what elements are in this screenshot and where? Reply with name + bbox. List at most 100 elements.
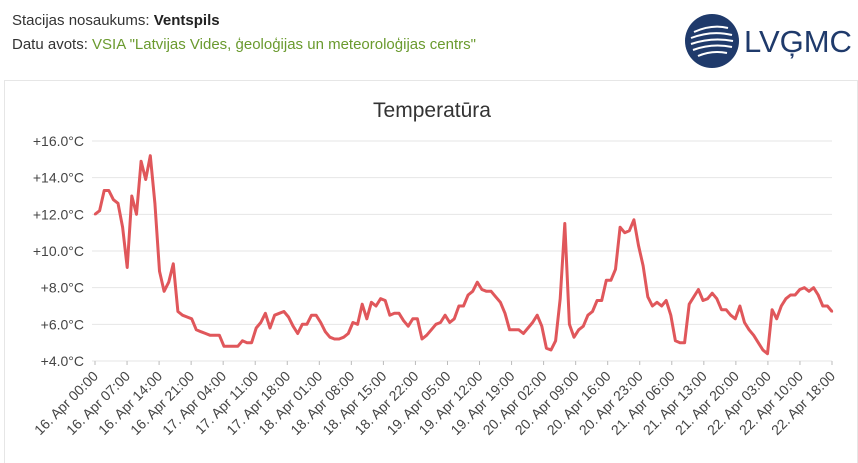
data-point[interactable] (241, 339, 244, 342)
data-point[interactable] (637, 244, 640, 247)
data-point[interactable] (752, 334, 755, 337)
data-point[interactable] (185, 315, 189, 319)
data-point[interactable] (333, 337, 336, 341)
data-point[interactable] (218, 334, 221, 337)
data-point[interactable] (232, 345, 235, 348)
data-point[interactable] (236, 345, 239, 348)
data-point[interactable] (595, 299, 599, 302)
data-point[interactable] (784, 297, 788, 300)
data-point[interactable] (651, 304, 654, 308)
data-point[interactable] (798, 288, 801, 291)
data-point[interactable] (411, 317, 414, 320)
data-point[interactable] (821, 304, 824, 308)
data-point[interactable] (301, 323, 304, 326)
data-point[interactable] (734, 317, 737, 320)
data-point[interactable] (153, 202, 157, 205)
data-point[interactable] (314, 314, 318, 317)
data-point[interactable] (149, 154, 152, 157)
data-point[interactable] (93, 213, 97, 216)
data-point[interactable] (826, 304, 829, 308)
data-point[interactable] (591, 310, 594, 313)
data-point[interactable] (103, 189, 106, 192)
data-point[interactable] (126, 266, 129, 269)
data-point[interactable] (273, 314, 276, 317)
data-point[interactable] (775, 317, 778, 320)
data-point[interactable] (605, 279, 608, 282)
data-point[interactable] (370, 301, 373, 304)
data-point[interactable] (476, 281, 479, 284)
data-point[interactable] (407, 325, 410, 328)
data-point[interactable] (268, 326, 272, 330)
data-point[interactable] (582, 325, 585, 328)
data-point[interactable] (761, 348, 765, 352)
data-point[interactable] (245, 341, 249, 344)
data-point[interactable] (706, 297, 709, 300)
data-point[interactable] (434, 323, 438, 326)
data-point[interactable] (513, 328, 516, 331)
data-point[interactable] (291, 325, 295, 328)
data-point[interactable] (480, 288, 484, 291)
data-point[interactable] (172, 262, 175, 265)
data-point[interactable] (384, 299, 387, 302)
data-point[interactable] (646, 295, 649, 298)
data-point[interactable] (204, 332, 207, 335)
data-point[interactable] (817, 293, 820, 297)
data-point[interactable] (462, 304, 465, 308)
data-point[interactable] (812, 286, 815, 289)
data-point[interactable] (572, 336, 576, 339)
data-point[interactable] (720, 308, 723, 311)
data-point[interactable] (540, 325, 543, 328)
data-point[interactable] (830, 310, 834, 313)
data-point[interactable] (688, 303, 691, 306)
data-point[interactable] (623, 231, 626, 234)
data-point[interactable] (485, 290, 488, 293)
data-point[interactable] (724, 308, 728, 311)
data-point[interactable] (282, 310, 286, 313)
data-point[interactable] (692, 295, 695, 298)
data-point[interactable] (209, 334, 212, 337)
data-point[interactable] (577, 328, 580, 331)
data-point[interactable] (430, 328, 433, 331)
data-point[interactable] (701, 299, 705, 302)
data-point[interactable] (139, 160, 143, 163)
data-point[interactable] (379, 297, 382, 300)
data-point[interactable] (554, 339, 557, 342)
data-point[interactable] (167, 281, 170, 284)
data-point[interactable] (388, 314, 391, 317)
data-point[interactable] (121, 226, 124, 229)
data-point[interactable] (711, 292, 714, 295)
data-point[interactable] (466, 293, 470, 297)
data-point[interactable] (660, 304, 663, 308)
data-point[interactable] (420, 337, 424, 341)
data-point[interactable] (489, 290, 493, 293)
data-point[interactable] (222, 345, 226, 348)
data-point[interactable] (443, 314, 447, 317)
data-point[interactable] (439, 321, 442, 324)
data-point[interactable] (351, 321, 355, 324)
data-point[interactable] (227, 345, 230, 348)
data-point[interactable] (563, 222, 566, 225)
data-point[interactable] (158, 270, 161, 273)
data-point[interactable] (98, 209, 101, 212)
data-point[interactable] (549, 348, 553, 352)
data-point[interactable] (766, 352, 769, 355)
data-point[interactable] (402, 319, 405, 322)
data-point[interactable] (757, 341, 760, 344)
data-point[interactable] (425, 334, 428, 337)
data-point[interactable] (176, 310, 180, 313)
data-point[interactable] (729, 314, 732, 317)
data-point[interactable] (789, 293, 792, 297)
data-point[interactable] (545, 347, 548, 350)
data-point[interactable] (213, 334, 216, 337)
data-point[interactable] (199, 330, 203, 333)
data-point[interactable] (278, 312, 281, 315)
data-point[interactable] (780, 304, 783, 308)
data-point[interactable] (499, 301, 502, 304)
data-point[interactable] (250, 341, 253, 344)
data-point[interactable] (536, 314, 539, 317)
data-point[interactable] (628, 229, 631, 232)
data-point[interactable] (116, 202, 120, 205)
data-point[interactable] (738, 304, 742, 308)
data-point[interactable] (162, 290, 166, 293)
data-point[interactable] (674, 339, 677, 342)
